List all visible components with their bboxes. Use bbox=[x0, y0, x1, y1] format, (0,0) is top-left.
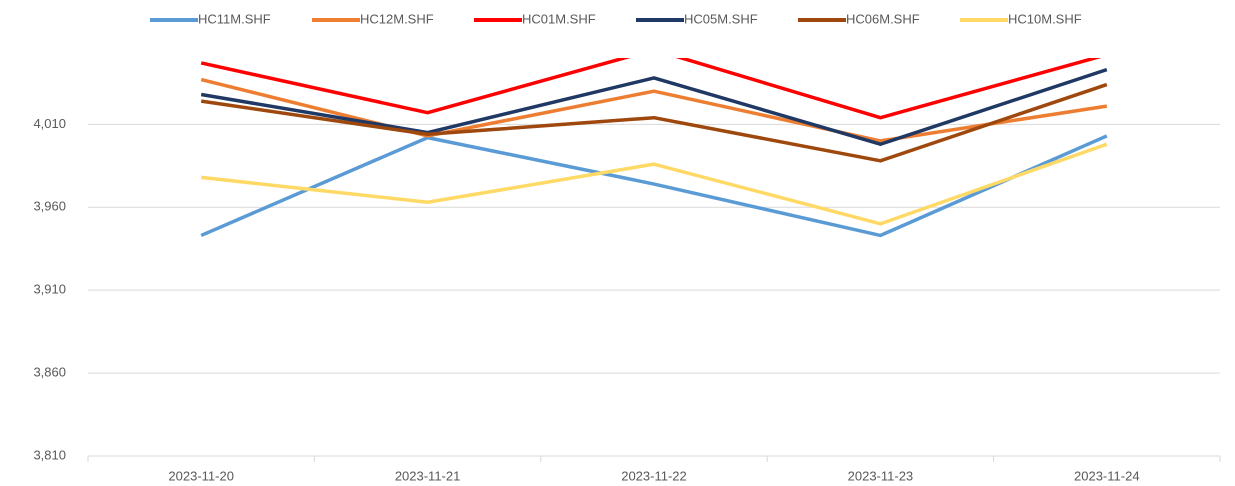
x-tick-label: 2023-11-21 bbox=[395, 468, 461, 483]
series-line bbox=[200, 58, 1102, 120]
series-line bbox=[201, 142, 1108, 226]
y-tick-label: 4,010 bbox=[33, 116, 66, 131]
y-tick-label: 3,810 bbox=[33, 447, 66, 462]
series-line bbox=[200, 134, 1108, 238]
y-tick-label: 3,910 bbox=[33, 282, 66, 297]
plot-area bbox=[200, 58, 1108, 238]
legend-label: HC06M.SHF bbox=[846, 11, 920, 26]
legend-label: HC10M.SHF bbox=[1008, 11, 1082, 26]
x-tick-label: 2023-11-20 bbox=[168, 468, 234, 483]
x-tick-label: 2023-11-23 bbox=[848, 468, 914, 483]
x-tick-label: 2023-11-24 bbox=[1074, 468, 1140, 483]
legend-label: HC05M.SHF bbox=[684, 11, 758, 26]
series-line bbox=[200, 77, 1108, 143]
series-line bbox=[200, 82, 1108, 163]
legend-label: HC12M.SHF bbox=[360, 11, 434, 26]
y-tick-label: 3,860 bbox=[33, 365, 66, 380]
legend-label: HC11M.SHF bbox=[198, 11, 271, 26]
series-line bbox=[200, 67, 1108, 146]
x-tick-label: 2023-11-22 bbox=[621, 468, 687, 483]
legend-label: HC01M.SHF bbox=[522, 11, 596, 26]
y-tick-label: 3,960 bbox=[33, 199, 66, 214]
